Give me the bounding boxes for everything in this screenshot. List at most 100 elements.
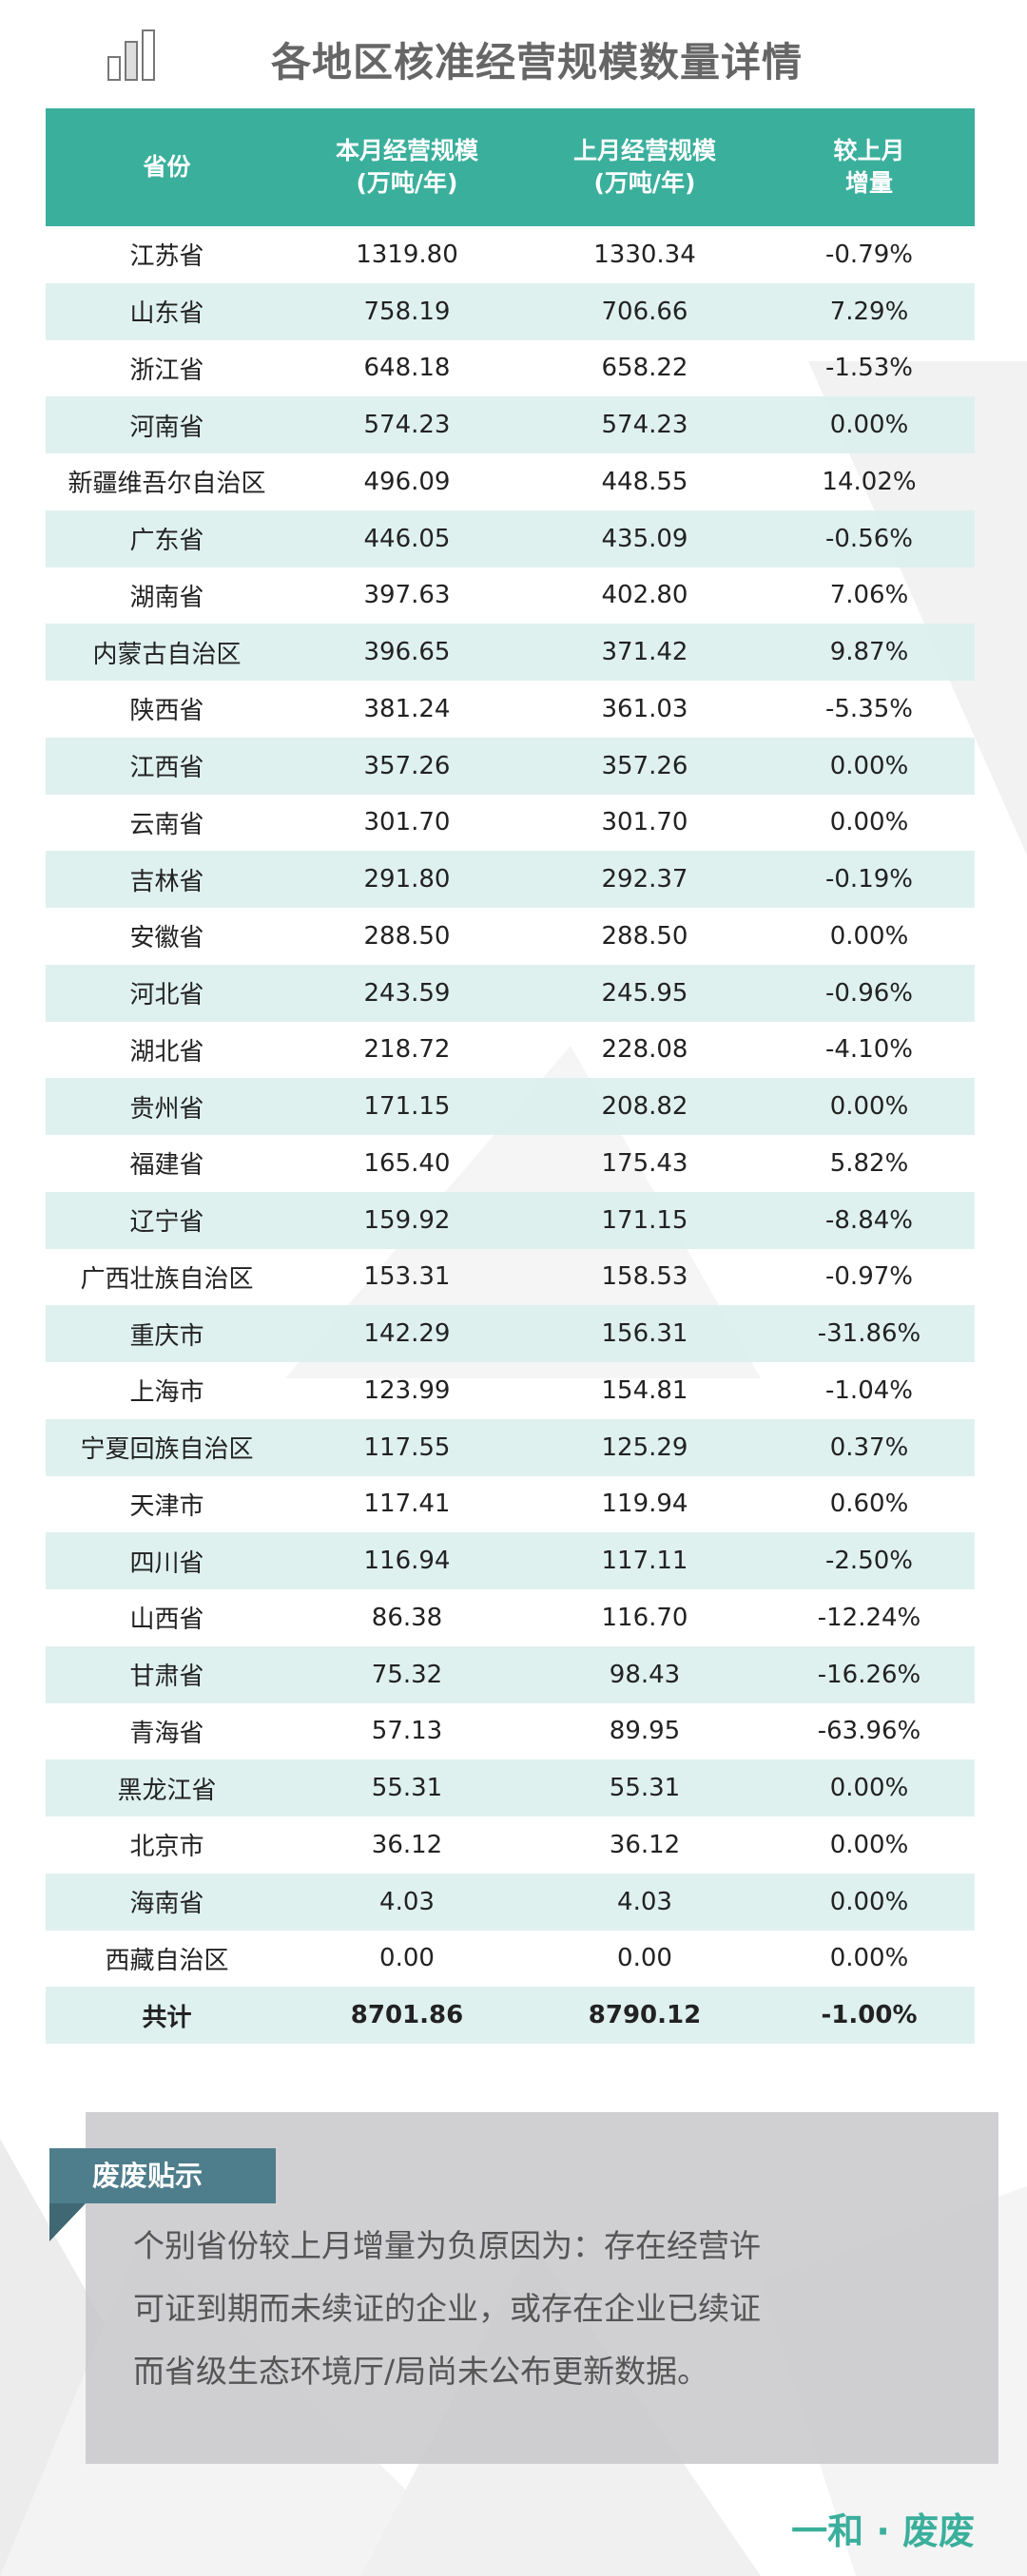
table-row: 新疆维吾尔自治区 496.09 448.55 14.02% bbox=[46, 453, 975, 510]
cell-change: 7.29% bbox=[764, 282, 975, 340]
cell-this-month: 397.63 bbox=[363, 581, 451, 610]
header-change: 较上月 增量 bbox=[764, 108, 975, 226]
table-row: 广西壮族自治区 153.31 158.53 -0.97% bbox=[46, 1249, 975, 1306]
cell-last-month: 208.82 bbox=[526, 1078, 764, 1135]
table-row: 河南省 574.23 574.23 0.00% bbox=[46, 396, 975, 453]
cell-last-month: 574.23 bbox=[526, 396, 764, 453]
cell-change: -0.97% bbox=[825, 1262, 913, 1292]
cell-last-month: 0.00 bbox=[617, 1944, 672, 1973]
cell-last-month: 706.66 bbox=[526, 282, 764, 340]
cell-this-month: 117.41 bbox=[363, 1490, 451, 1519]
cell-province: 广东省 bbox=[46, 509, 288, 567]
cell-this-month: 218.72 bbox=[363, 1035, 451, 1065]
cell-this-month: 153.31 bbox=[363, 1262, 451, 1292]
cell-this-month: 55.31 bbox=[288, 1759, 526, 1817]
table-row: 安徽省 288.50 288.50 0.00% bbox=[46, 908, 975, 965]
cell-province: 云南省 bbox=[129, 810, 204, 839]
table-row: 天津市 117.41 119.94 0.60% bbox=[46, 1476, 975, 1533]
cell-change: -1.53% bbox=[825, 354, 913, 383]
cell-this-month: 1319.80 bbox=[356, 240, 458, 269]
cell-province: 海南省 bbox=[46, 1873, 288, 1931]
cell-last-month: 125.29 bbox=[526, 1418, 764, 1476]
cell-change: 0.00% bbox=[829, 808, 909, 837]
cell-last-month: 658.22 bbox=[601, 354, 688, 383]
cell-province: 新疆维吾尔自治区 bbox=[68, 470, 266, 499]
cell-last-month: 156.31 bbox=[526, 1305, 764, 1362]
cell-this-month: 574.23 bbox=[288, 396, 526, 453]
cell-last-month: 288.50 bbox=[601, 921, 688, 951]
cell-change: -0.56% bbox=[764, 509, 975, 567]
table-row: 重庆市 142.29 156.31 -31.86% bbox=[46, 1305, 975, 1362]
header-last-month: 上月经营规模 (万吨/年) bbox=[526, 108, 764, 226]
table-row: 湖南省 397.63 402.80 7.06% bbox=[46, 567, 975, 625]
cell-change: -63.96% bbox=[817, 1717, 921, 1746]
table-row: 山西省 86.38 116.70 -12.24% bbox=[46, 1589, 975, 1646]
cell-province: 江苏省 bbox=[129, 242, 204, 272]
table-row: 吉林省 291.80 292.37 -0.19% bbox=[46, 851, 975, 908]
cell-change: 0.00% bbox=[829, 1944, 909, 1973]
cell-change: -1.00% bbox=[764, 1987, 975, 2044]
cell-this-month: 86.38 bbox=[371, 1603, 443, 1632]
cell-last-month: 117.11 bbox=[526, 1532, 764, 1589]
table-row: 浙江省 648.18 658.22 -1.53% bbox=[46, 340, 975, 397]
cell-this-month: 117.55 bbox=[288, 1418, 526, 1476]
cell-last-month: 448.55 bbox=[601, 467, 688, 496]
cell-change: 14.02% bbox=[822, 467, 917, 496]
cell-this-month: 446.05 bbox=[288, 509, 526, 567]
cell-last-month: 89.95 bbox=[609, 1717, 681, 1746]
cell-last-month: 301.70 bbox=[601, 808, 688, 837]
cell-province: 黑龙江省 bbox=[46, 1759, 288, 1817]
table-row: 甘肃省 75.32 98.43 -16.26% bbox=[46, 1645, 975, 1703]
page-title: 各地区核准经营规模数量详情 bbox=[271, 39, 804, 86]
table-row: 海南省 4.03 4.03 0.00% bbox=[46, 1873, 975, 1931]
cell-change: -12.24% bbox=[817, 1603, 921, 1632]
cell-last-month: 55.31 bbox=[526, 1759, 764, 1817]
cell-this-month: 142.29 bbox=[288, 1305, 526, 1362]
table-row: 江苏省 1319.80 1330.34 -0.79% bbox=[46, 226, 975, 283]
table-row: 西藏自治区 0.00 0.00 0.00% bbox=[46, 1931, 975, 1988]
cell-this-month: 301.70 bbox=[363, 808, 451, 837]
cell-province: 内蒙古自治区 bbox=[46, 624, 288, 681]
cell-this-month: 171.15 bbox=[288, 1078, 526, 1135]
table-row: 江西省 357.26 357.26 0.00% bbox=[46, 737, 975, 795]
table-row: 山东省 758.19 706.66 7.29% bbox=[46, 282, 975, 340]
table-row: 陕西省 381.24 361.03 -5.35% bbox=[46, 681, 975, 738]
cell-this-month: 159.92 bbox=[288, 1191, 526, 1249]
cell-province: 山西省 bbox=[129, 1605, 204, 1635]
cell-change: 0.00% bbox=[764, 1873, 975, 1931]
cell-last-month: 357.26 bbox=[526, 737, 764, 795]
cell-province: 陕西省 bbox=[129, 697, 204, 726]
cell-province: 辽宁省 bbox=[46, 1191, 288, 1249]
cell-last-month: 4.03 bbox=[526, 1873, 764, 1931]
table-row: 福建省 165.40 175.43 5.82% bbox=[46, 1135, 975, 1192]
cell-this-month: 165.40 bbox=[363, 1148, 451, 1178]
cell-last-month: 119.94 bbox=[601, 1490, 688, 1519]
cell-change: -2.50% bbox=[764, 1532, 975, 1589]
cell-province: 共计 bbox=[46, 1987, 288, 2044]
cell-last-month: 171.15 bbox=[526, 1191, 764, 1249]
cell-this-month: 381.24 bbox=[363, 694, 451, 723]
cell-province: 安徽省 bbox=[129, 924, 204, 953]
note-tab-fold bbox=[49, 2203, 86, 2241]
table-row: 广东省 446.05 435.09 -0.56% bbox=[46, 509, 975, 567]
cell-province: 重庆市 bbox=[46, 1305, 288, 1362]
cell-province: 北京市 bbox=[129, 1833, 204, 1862]
header-this-month: 本月经营规模 (万吨/年) bbox=[288, 108, 526, 226]
table-row: 内蒙古自治区 396.65 371.42 9.87% bbox=[46, 624, 975, 681]
cell-last-month: 175.43 bbox=[601, 1148, 688, 1178]
cell-change: -0.79% bbox=[825, 240, 913, 269]
cell-change: -1.04% bbox=[825, 1375, 913, 1405]
cell-change: -0.19% bbox=[764, 851, 975, 908]
cell-province: 山东省 bbox=[46, 282, 288, 340]
table-row: 北京市 36.12 36.12 0.00% bbox=[46, 1817, 975, 1874]
cell-change: -5.35% bbox=[825, 694, 913, 723]
table-header-row: 省份 本月经营规模 (万吨/年) 上月经营规模 (万吨/年) 较上月 增量 bbox=[46, 108, 975, 226]
cell-change: 0.00% bbox=[764, 396, 975, 453]
table-row: 云南省 301.70 301.70 0.00% bbox=[46, 795, 975, 852]
cell-last-month: 402.80 bbox=[601, 581, 688, 610]
header-province: 省份 bbox=[46, 108, 288, 226]
cell-this-month: 57.13 bbox=[371, 1717, 443, 1746]
cell-change: -4.10% bbox=[825, 1035, 913, 1065]
footer-brand: 一和 · 废废 bbox=[791, 2510, 975, 2552]
cell-this-month: 243.59 bbox=[288, 964, 526, 1022]
